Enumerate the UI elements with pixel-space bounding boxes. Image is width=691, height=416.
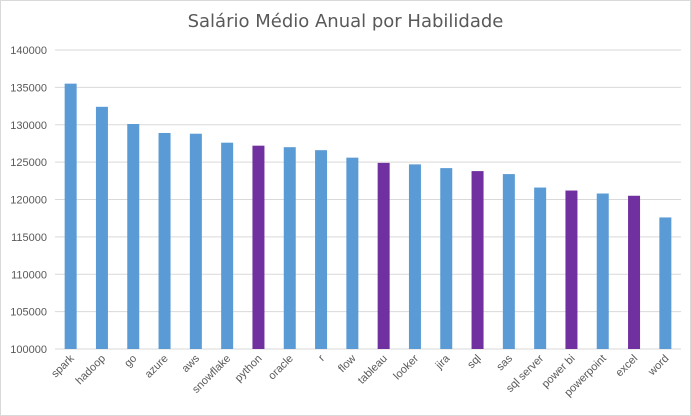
x-tick-label: looker — [391, 352, 421, 382]
bar-go — [127, 124, 140, 349]
bar-r — [315, 150, 328, 349]
y-tick-label: 110000 — [11, 269, 47, 281]
x-tick-label: aws — [180, 352, 203, 375]
bar-sas — [502, 174, 515, 349]
bar-excel — [628, 195, 641, 349]
x-tick-label: flow — [336, 353, 358, 375]
x-tick-label: spark — [49, 352, 77, 380]
x-tick-label: excel — [614, 353, 641, 380]
bar-hadoop — [95, 106, 108, 349]
x-tick-label: sas — [494, 352, 515, 373]
bar-sql-server — [534, 187, 547, 349]
bar-oracle — [283, 147, 296, 349]
y-tick-label: 100000 — [10, 344, 47, 356]
y-tick-label: 120000 — [10, 195, 47, 207]
bar-power-bi — [565, 190, 578, 349]
bar-looker — [408, 164, 421, 349]
y-tick-label: 115000 — [11, 232, 47, 244]
bar-aws — [189, 133, 202, 349]
x-tick-label: oracle — [266, 353, 296, 383]
bar-jira — [440, 168, 453, 349]
chart-title: Salário Médio Anual por Habilidade — [187, 11, 504, 32]
x-tick-label: azure — [143, 353, 171, 381]
x-tick-label: jira — [433, 352, 453, 372]
bar-flow — [346, 157, 359, 349]
bar-tableau — [377, 162, 390, 349]
bar-azure — [158, 132, 171, 349]
bar-word — [659, 217, 672, 349]
y-tick-label: 105000 — [10, 307, 47, 319]
bar-powerpoint — [596, 193, 609, 349]
y-tick-label: 125000 — [10, 157, 47, 169]
bar-python — [252, 145, 265, 349]
x-tick-label: tableau — [356, 353, 390, 387]
bar-spark — [64, 83, 77, 349]
x-tick-label: r — [316, 352, 327, 363]
y-tick-label: 135000 — [10, 82, 47, 94]
y-tick-label: 140000 — [10, 45, 47, 57]
x-tick-label: sql — [465, 353, 483, 371]
bar-sql — [471, 171, 484, 349]
x-tick-label: hadoop — [74, 353, 108, 387]
bar-snowflake — [221, 142, 234, 349]
x-tick-label: go — [122, 353, 139, 370]
y-tick-label: 130000 — [10, 120, 47, 132]
x-tick-label: word — [645, 353, 671, 379]
x-tick-label: python — [233, 353, 265, 385]
